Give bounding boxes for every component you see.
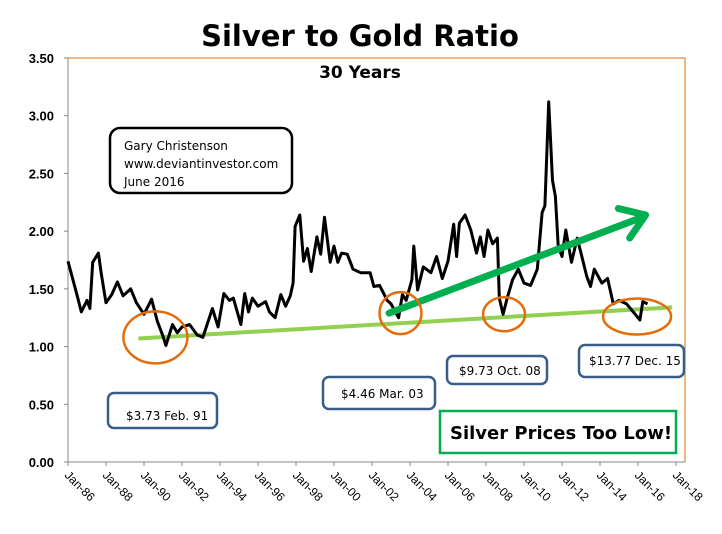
x-tick-label: Jan-02 — [366, 468, 402, 504]
svg-text:$13.77 Dec. 15: $13.77 Dec. 15 — [589, 354, 681, 368]
y-tick-label: 3.00 — [29, 109, 54, 124]
price-label-1991: $3.73 Feb. 91 — [106, 391, 219, 430]
callout-box: Silver Prices Too Low! — [438, 409, 678, 455]
price-label-2015: $13.77 Dec. 15 — [577, 343, 686, 379]
arrow-head-icon — [614, 204, 650, 242]
low-point-circle — [378, 290, 423, 336]
chart-subtitle: 30 Years — [319, 63, 401, 83]
svg-text:$4.46 Mar. 03: $4.46 Mar. 03 — [341, 387, 424, 401]
x-tick-label: Jan-00 — [328, 468, 364, 504]
x-tick-label: Jan-98 — [290, 468, 326, 504]
x-tick-label: Jan-86 — [62, 468, 98, 504]
x-tick-label: Jan-14 — [594, 468, 630, 504]
low-point-circle — [122, 310, 189, 365]
x-tick-label: Jan-18 — [670, 468, 706, 504]
price-label-2008: $9.73 Oct. 08 — [445, 354, 549, 386]
author-box: Gary Christenson www.deviantinvestor.com… — [108, 126, 294, 195]
x-tick-label: Jan-04 — [404, 468, 440, 504]
ratio-series-line — [66, 100, 649, 347]
chart-title: Silver to Gold Ratio — [201, 19, 519, 53]
x-tick-label: Jan-88 — [100, 468, 136, 504]
support-trend-line — [138, 305, 673, 341]
x-tick-label: Jan-08 — [480, 468, 516, 504]
x-tick-label: Jan-12 — [556, 468, 592, 504]
author-name: Gary Christenson — [124, 139, 228, 153]
y-tick-label: 2.50 — [29, 166, 54, 181]
price-label-2003: $4.46 Mar. 03 — [321, 375, 437, 411]
x-tick-label: Jan-90 — [138, 468, 174, 504]
author-date: June 2016 — [123, 175, 185, 189]
low-point-circle — [481, 296, 527, 333]
y-tick-label: 3.50 — [29, 51, 54, 66]
callout-text: Silver Prices Too Low! — [450, 423, 672, 444]
y-tick-label: 0.00 — [29, 455, 54, 470]
x-tick-label: Jan-10 — [518, 468, 554, 504]
author-site: www.deviantinvestor.com — [124, 157, 278, 171]
low-point-circle — [601, 297, 673, 336]
x-tick-label: Jan-92 — [176, 468, 212, 504]
x-tick-label: Jan-94 — [214, 468, 250, 504]
x-tick-label: Jan-06 — [442, 468, 478, 504]
y-tick-label: 0.50 — [29, 397, 54, 412]
x-tick-label: Jan-96 — [252, 468, 288, 504]
uptrend-arrow — [385, 215, 642, 317]
x-tick-label: Jan-16 — [632, 468, 668, 504]
svg-text:$9.73 Oct. 08: $9.73 Oct. 08 — [459, 364, 541, 378]
y-tick-label: 2.00 — [29, 224, 54, 239]
y-tick-label: 1.50 — [29, 282, 54, 297]
y-tick-label: 1.00 — [29, 340, 54, 355]
svg-text:$3.73 Feb. 91: $3.73 Feb. 91 — [126, 409, 208, 423]
